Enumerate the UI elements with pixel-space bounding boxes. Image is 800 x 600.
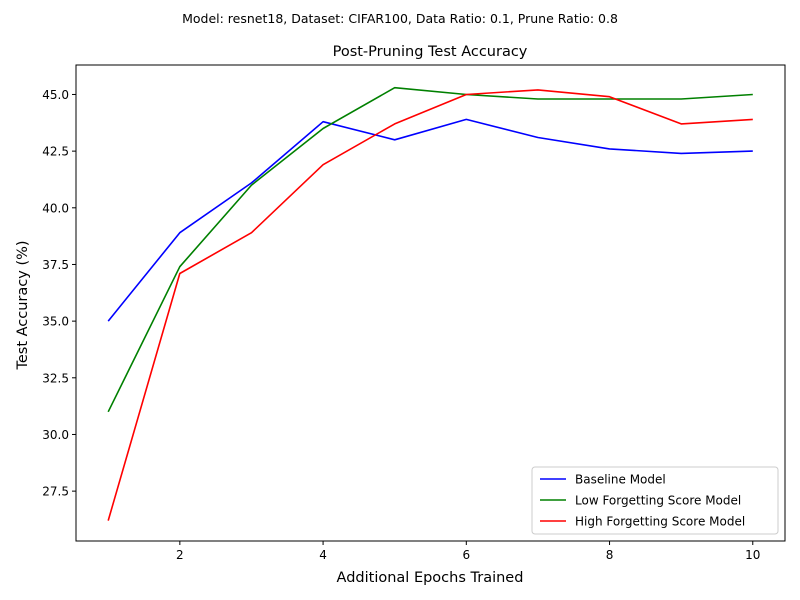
chart-title: Post-Pruning Test Accuracy: [333, 44, 528, 60]
y-tick-label: 27.5: [42, 485, 69, 499]
legend-label: Baseline Model: [575, 473, 666, 487]
x-tick-label: 10: [745, 548, 760, 562]
series-line-baseline-model: [107, 118, 753, 322]
series-line-low-forgetting-score-model: [107, 86, 753, 413]
y-tick-label: 40.0: [42, 201, 69, 215]
y-tick-label: 42.5: [42, 145, 69, 159]
x-tick-label: 2: [176, 548, 184, 562]
y-tick-label: 32.5: [42, 371, 69, 385]
plot-frame: [75, 64, 786, 542]
x-tick-label: 4: [319, 548, 327, 562]
y-tick-label: 30.0: [42, 428, 69, 442]
x-axis-ticks: 2 4 6 8 10: [176, 541, 760, 562]
legend-label: Low Forgetting Score Model: [575, 494, 741, 508]
legend-label: High Forgetting Score Model: [575, 515, 745, 529]
legend: Baseline Model Low Forgetting Score Model…: [531, 466, 779, 535]
legend-box: [531, 466, 779, 535]
y-axis-ticks: 27.5 30.0 32.5 35.0 37.5 40.0 42.5 45.0: [42, 88, 76, 499]
y-tick-label: 35.0: [42, 315, 69, 329]
y-axis-label: Test Accuracy (%): [15, 240, 31, 370]
y-tick-label: 45.0: [42, 88, 69, 102]
x-tick-label: 6: [462, 548, 470, 562]
x-tick-label: 8: [606, 548, 614, 562]
series-layer: [107, 86, 753, 521]
chart-suptitle: Model: resnet18, Dataset: CIFAR100, Data…: [182, 11, 618, 26]
y-tick-label: 37.5: [42, 258, 69, 272]
plot-area: [75, 64, 786, 542]
x-axis-label: Additional Epochs Trained: [337, 570, 524, 586]
series-line-high-forgetting-score-model: [107, 89, 753, 521]
